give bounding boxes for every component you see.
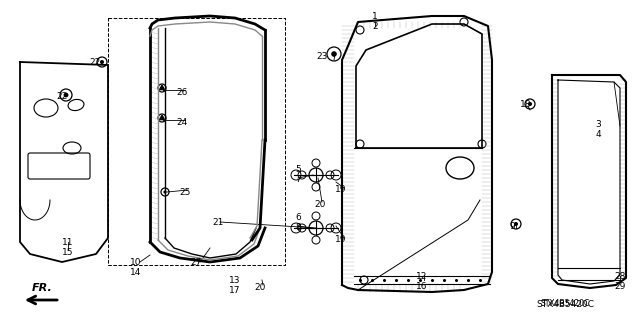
Text: STX4B5420C: STX4B5420C (536, 300, 594, 309)
Text: 15: 15 (62, 248, 74, 257)
Text: 19: 19 (335, 235, 347, 244)
Text: 2: 2 (372, 22, 378, 31)
Text: 8: 8 (295, 223, 301, 232)
Text: STX4B5420C: STX4B5420C (540, 299, 589, 308)
Text: 18: 18 (520, 100, 532, 109)
Text: 20: 20 (314, 200, 326, 209)
Text: 14: 14 (131, 268, 141, 277)
Text: 4: 4 (595, 130, 601, 139)
Circle shape (332, 51, 337, 57)
Text: 1: 1 (372, 12, 378, 21)
Polygon shape (159, 115, 164, 120)
Circle shape (100, 60, 104, 64)
Text: 25: 25 (179, 188, 191, 197)
Text: 24: 24 (177, 118, 188, 127)
Text: 27: 27 (190, 258, 202, 267)
Text: 13: 13 (229, 276, 241, 285)
Text: 23: 23 (316, 52, 328, 61)
Text: 7: 7 (295, 175, 301, 184)
Text: 10: 10 (131, 258, 141, 267)
Text: 22: 22 (56, 92, 68, 101)
Text: FR.: FR. (31, 283, 52, 293)
Circle shape (514, 222, 518, 226)
Text: 5: 5 (295, 165, 301, 174)
Text: 21: 21 (212, 218, 224, 227)
Circle shape (528, 102, 532, 106)
Text: 12: 12 (416, 272, 428, 281)
Circle shape (63, 93, 68, 97)
Text: 17: 17 (229, 286, 241, 295)
Text: 19: 19 (335, 185, 347, 194)
Text: 16: 16 (416, 282, 428, 291)
Text: 3: 3 (595, 120, 601, 129)
Text: 6: 6 (295, 213, 301, 222)
Text: 28: 28 (614, 272, 626, 281)
Text: 29: 29 (614, 282, 626, 291)
Text: 9: 9 (509, 222, 515, 231)
Polygon shape (159, 85, 164, 90)
Text: 20: 20 (254, 283, 266, 292)
Text: 26: 26 (176, 88, 188, 97)
Text: 11: 11 (62, 238, 74, 247)
Circle shape (163, 190, 166, 194)
Text: 22: 22 (90, 58, 100, 67)
